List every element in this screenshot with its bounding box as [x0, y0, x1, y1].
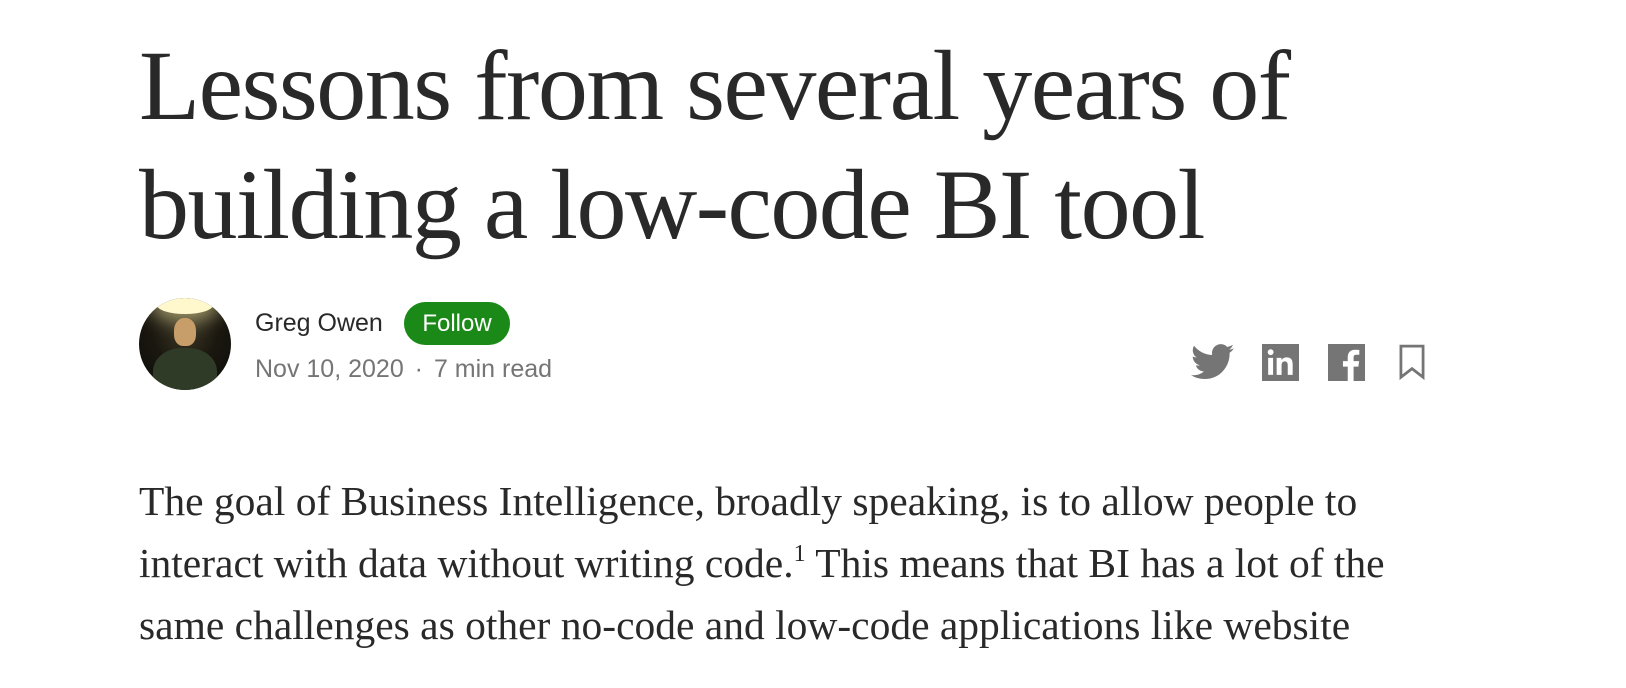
article-paragraph: The goal of Business Intelligence, broad… — [139, 470, 1469, 656]
share-linkedin-button[interactable] — [1261, 342, 1299, 382]
twitter-icon — [1190, 344, 1234, 380]
follow-button[interactable]: Follow — [404, 302, 510, 345]
publish-date: Nov 10, 2020 — [255, 355, 404, 383]
read-time: 7 min read — [433, 355, 553, 383]
footnote-ref-link[interactable]: 1 — [793, 541, 806, 567]
bookmark-icon — [1398, 344, 1426, 380]
avatar-light-glow — [157, 298, 213, 314]
share-facebook-button[interactable] — [1327, 342, 1365, 382]
paragraph-text-part-1: The goal of Business Intelligence, broad… — [139, 478, 1358, 586]
facebook-icon — [1327, 343, 1365, 381]
share-twitter-button[interactable] — [1190, 342, 1234, 382]
avatar-head — [174, 318, 196, 346]
paragraph-text-part-2: This means that BI has a lot of the same… — [139, 540, 1385, 648]
article-meta: Nov 10, 2020 · 7 min read — [255, 352, 552, 386]
author-name-link[interactable]: Greg Owen — [255, 309, 383, 337]
bookmark-button[interactable] — [1397, 342, 1427, 382]
linkedin-icon — [1261, 343, 1299, 381]
author-byline: Greg Owen Follow Nov 10, 2020 · 7 min re… — [139, 296, 1489, 396]
author-avatar[interactable] — [139, 298, 231, 390]
avatar-shoulders — [153, 348, 217, 390]
article-title: Lessons from several years of building a… — [139, 30, 1291, 260]
meta-separator: · — [414, 355, 423, 383]
